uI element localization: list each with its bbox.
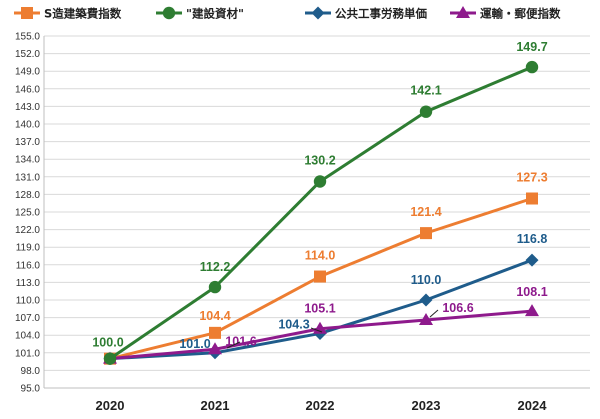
leader-line [226,341,241,349]
leader-line [429,309,439,318]
data-point-marker [525,304,539,317]
series-transport-postal [103,304,539,364]
data-point-marker [419,312,433,325]
data-labels: 104.4 114.0 121.4 127.3 100.0 112.2 130.2 142.1… [92,40,547,351]
data-label: 104.4 [199,309,230,323]
y-tick-label: 149.0 [15,67,40,78]
legend-item-transport-postal: 運輸・郵便指数 [450,6,561,21]
y-tick-label: 107.0 [15,313,40,324]
x-tick-label: 2021 [201,398,230,413]
x-tick-label: 2020 [96,398,125,413]
x-tick-label: 2024 [518,398,548,413]
data-point-marker [208,280,222,294]
legend-marker [311,6,325,20]
series-construction-materials [103,60,539,365]
legend-item-construction-materials: "建設資材" [156,7,244,21]
data-label: 121.4 [410,205,441,219]
y-tick-label: 116.0 [16,260,41,271]
y-tick-label: 146.0 [15,84,40,95]
data-point-marker [313,175,327,188]
y-tick-label: 98.0 [21,366,41,377]
y-tick-label: 137.0 [15,137,40,148]
legend-marker [21,7,33,19]
series-group [103,60,539,366]
y-tick-label: 131.0 [15,172,40,183]
legend-label: "建設資材" [186,7,244,21]
data-point-marker [209,326,221,339]
y-tick-label: 128.0 [15,190,40,201]
legend-item-public-labor-cost: 公共工事労務単価 [305,6,427,21]
legend: S造建築費指数 "建設資材" 公共工事労務単価 運輸・郵便指数 [14,6,561,21]
data-label: 104.3 [278,317,309,331]
data-point-marker [419,293,433,307]
data-label: 127.3 [516,171,547,185]
y-axis: 95.0 98.0 101.0 104.0 107.0 110.0 113.0 116.0 11… [15,32,45,395]
y-tick-label: 110.0 [16,296,41,307]
data-point-marker [313,321,327,334]
data-label: 149.7 [516,40,547,54]
data-point-marker [208,342,222,355]
y-tick-label: 155.0 [15,32,40,43]
y-tick-label: 152.0 [15,49,40,60]
y-tick-label: 113.0 [16,278,41,289]
x-axis: 2020 2021 2022 2023 2024 [44,387,590,413]
data-label: 112.2 [200,260,231,274]
y-tick-label: 101.0 [15,348,40,359]
legend-label: 運輸・郵便指数 [480,7,561,21]
y-tick-label: 140.0 [15,120,40,131]
y-tick-label: 122.0 [15,225,40,236]
y-tick-label: 143.0 [15,102,40,113]
data-label: 110.0 [411,273,442,287]
data-label: 130.2 [304,153,335,167]
legend-marker [456,6,470,18]
data-point-marker [525,253,539,267]
data-label: 114.0 [305,249,336,263]
legend-item-s-steel-cost: S造建築費指数 [14,7,122,21]
legend-label: S造建築費指数 [44,7,122,21]
leader-line [310,327,323,333]
data-point-marker [314,270,326,283]
data-label: 105.1 [304,302,335,316]
data-point-marker [103,352,117,365]
x-tick-label: 2022 [306,398,335,413]
y-tick-label: 119.0 [16,243,41,254]
data-label: 106.6 [442,301,473,315]
data-label: 108.1 [516,285,547,299]
y-tick-label: 104.0 [15,331,40,342]
y-tick-label: 95.0 [21,384,41,395]
data-label: 100.0 [92,336,123,350]
data-label: 116.8 [517,232,548,246]
data-point-marker [526,192,538,205]
data-label: 101.0 [179,337,210,351]
x-tick-label: 2023 [412,398,441,413]
y-tick-label: 134.0 [15,155,40,166]
legend-marker [162,6,176,20]
y-tick-label: 125.0 [15,208,40,219]
data-point-marker [420,227,432,240]
data-point-marker [525,60,539,74]
legend-label: 公共工事労務単価 [335,7,427,21]
data-point-marker [419,105,433,118]
data-label: 142.1 [410,84,441,98]
